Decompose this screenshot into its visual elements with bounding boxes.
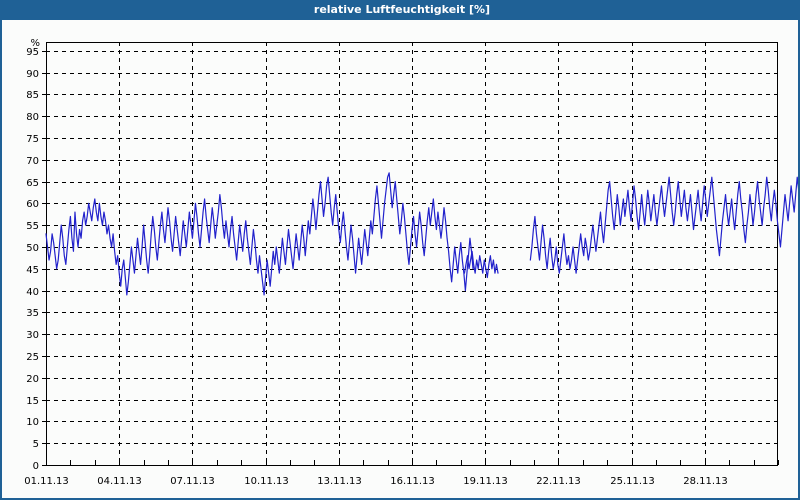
chart-background: [2, 20, 798, 498]
y-axis-labels: 0 5 10 15 20 25 30 35 40 45 50 55 60 65 70 75 80 85 90 95: [26, 47, 39, 472]
series-segment: [45, 172, 474, 296]
x-tick-label: 13.11.13: [317, 476, 362, 487]
y-tick-label: 25: [26, 352, 39, 363]
x-tick-label: 07.11.13: [170, 476, 215, 487]
y-tick-label: 0: [33, 461, 39, 472]
y-tick-label: 95: [26, 47, 39, 58]
data-series: [45, 172, 798, 296]
y-tick-label: 85: [26, 90, 39, 101]
y-tick-label: 70: [26, 156, 39, 167]
y-tick-label: 75: [26, 134, 39, 145]
y-tick-label: 55: [26, 221, 39, 232]
x-tick-label: 25.11.13: [610, 476, 655, 487]
y-axis-unit-label: %: [30, 38, 40, 49]
y-tick-label: 50: [26, 243, 39, 254]
y-tick-label: 65: [26, 178, 39, 189]
y-tick-label: 45: [26, 265, 39, 276]
y-tick-label: 20: [26, 374, 39, 385]
y-tick-label: 40: [26, 287, 39, 298]
x-tick-label: 16.11.13: [390, 476, 435, 487]
chart-canvas: 0 5 10 15 20 25 30 35 40 45 50 55 60 65 70 75 80 85 90 95 0…: [2, 20, 798, 498]
x-tick-label: 04.11.13: [97, 476, 142, 487]
humidity-line-chart: 0 5 10 15 20 25 30 35 40 45 50 55 60 65 70 75 80 85 90 95 0…: [2, 20, 798, 498]
gridlines: [46, 42, 778, 465]
x-tick-label: 01.11.13: [24, 476, 69, 487]
series-segment: [463, 250, 499, 279]
plot-axes: [45, 41, 779, 467]
y-tick-label: 30: [26, 330, 39, 341]
y-tick-label: 60: [26, 199, 39, 210]
series-segment: [529, 176, 798, 274]
x-tick-label: 22.11.13: [536, 476, 581, 487]
x-tick-label: 10.11.13: [244, 476, 289, 487]
x-tick-label: 19.11.13: [463, 476, 508, 487]
y-tick-label: 5: [33, 439, 39, 450]
y-tick-label: 35: [26, 308, 39, 319]
x-axis-labels: 01.11.13 04.11.13 07.11.13 10.11.13 13.11.13…: [24, 476, 728, 487]
y-tick-label: 80: [26, 112, 39, 123]
x-tick-label: 28.11.13: [683, 476, 728, 487]
y-tick-label: 15: [26, 396, 39, 407]
y-tick-label: 90: [26, 69, 39, 80]
y-tick-label: 10: [26, 417, 39, 428]
window-title: relative Luftfeuchtigkeit [%]: [2, 0, 798, 20]
